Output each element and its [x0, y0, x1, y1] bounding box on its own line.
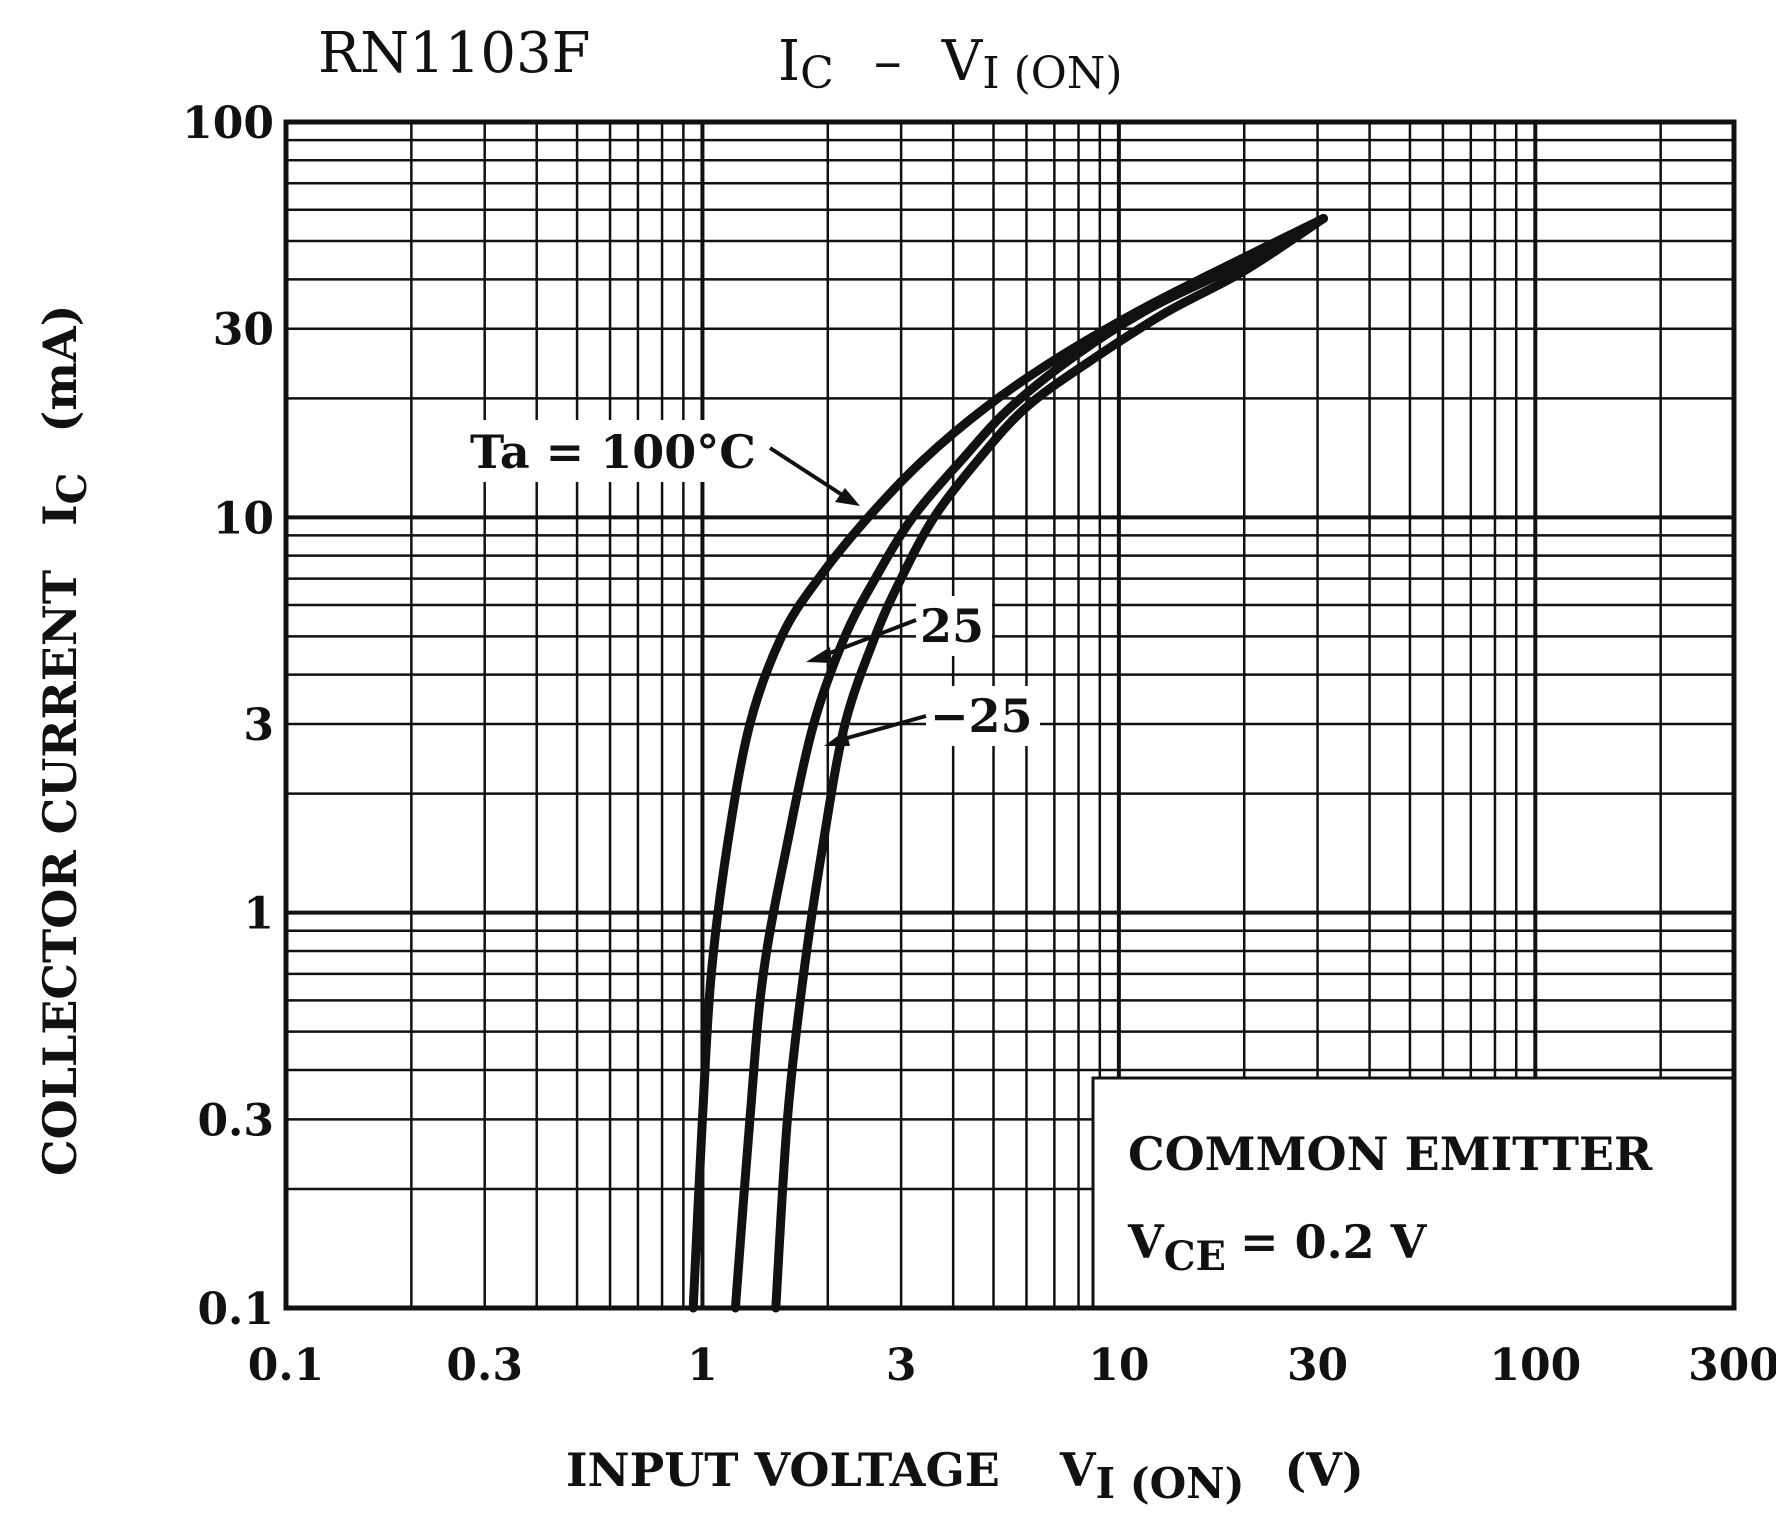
y-tick-label: 0.1 [197, 1284, 274, 1335]
label-25: 25 [920, 599, 984, 653]
title-ic-sub: C [800, 48, 834, 99]
x-axis-label-sub: I (ON) [1096, 1459, 1245, 1508]
arrow-25 [821, 618, 917, 658]
y-tick-labels: 0.1 0.3 1 3 10 30 100 [182, 98, 274, 1335]
x-tick-label: 1 [687, 1340, 718, 1391]
arrow-neg25 [839, 714, 927, 742]
legend-vce-value: = 0.2 V [1240, 1215, 1428, 1269]
label-neg25: −25 [930, 689, 1033, 743]
y-tick-label: 10 [213, 493, 274, 544]
legend-vce-sym: V [1127, 1215, 1165, 1269]
arrowhead-ta-100 [835, 488, 860, 506]
x-tick-label: 0.1 [248, 1340, 325, 1391]
y-tick-label: 30 [213, 305, 274, 356]
y-tick-label: 0.3 [197, 1095, 274, 1146]
arrowhead-neg25 [824, 730, 850, 746]
legend-vce: VCE = 0.2 V [1127, 1215, 1428, 1280]
y-tick-label: 1 [243, 889, 274, 940]
label-25-bg [916, 596, 992, 656]
y-tick-label: 3 [243, 700, 274, 751]
x-tick-label: 10 [1088, 1340, 1149, 1391]
y-axis-label-sub: C [49, 473, 96, 505]
y-axis-label: COLLECTOR CURRENT IC (mA) [33, 305, 96, 1176]
plot-frame [283, 119, 1737, 1311]
legend-vce-sub: CE [1164, 1233, 1226, 1280]
x-axis-label-text: INPUT VOLTAGE [566, 1443, 1000, 1497]
y-axis-label-sym: I [33, 504, 87, 526]
x-axis-label-unit: (V) [1285, 1443, 1364, 1497]
curve-ta-neg25 [771, 214, 1328, 1313]
x-axis-label: INPUT VOLTAGE VI (ON) (V) [566, 1443, 1364, 1508]
title-ic-main: I [778, 29, 800, 94]
x-tick-label: 30 [1287, 1340, 1348, 1391]
y-axis-label-unit: (mA) [33, 305, 87, 433]
x-axis-label-sym: V [1059, 1443, 1097, 1497]
title-dash: – [874, 29, 902, 94]
arrowhead-25 [806, 647, 832, 663]
title-vi-sub: I (ON) [982, 48, 1122, 99]
curve-layer [688, 214, 1328, 1313]
x-tick-label: 3 [886, 1340, 917, 1391]
chart-title-function: IC – VI (ON) [778, 29, 1123, 99]
x-tick-label: 300 [1688, 1340, 1776, 1391]
y-axis-label-text: COLLECTOR CURRENT [33, 570, 87, 1176]
legend-common-emitter: COMMON EMITTER [1128, 1127, 1653, 1181]
chart-title-part: RN1103F [318, 21, 591, 86]
curve-ta-25 [730, 214, 1328, 1313]
arrow-ta-100 [768, 446, 852, 502]
x-tick-label: 0.3 [446, 1340, 523, 1391]
x-tick-labels: 0.1 0.3 1 3 10 30 100 300 [248, 1340, 1776, 1391]
y-tick-label: 100 [182, 98, 274, 149]
label-ta-100: Ta = 100°C [470, 425, 756, 479]
label-neg25-bg [926, 686, 1040, 746]
legend-box [1091, 1076, 1735, 1310]
ta-label-bg [466, 420, 768, 482]
title-vi-main: V [941, 29, 984, 94]
x-tick-label: 100 [1489, 1340, 1581, 1391]
